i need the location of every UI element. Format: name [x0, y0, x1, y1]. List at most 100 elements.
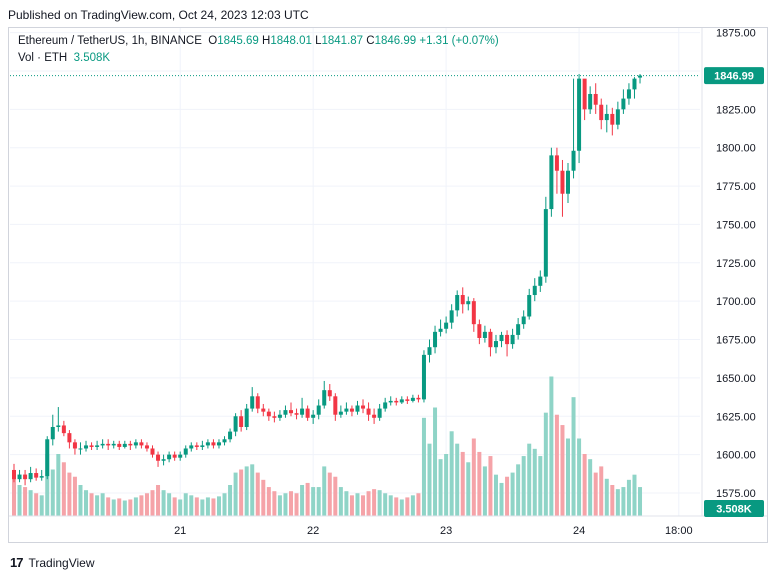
y-tick-label: 1725.00 — [716, 258, 756, 270]
volume-bar — [183, 493, 188, 516]
volume-bar — [272, 491, 277, 516]
volume-bar — [111, 499, 116, 516]
volume-bar — [289, 491, 293, 516]
volume-bar — [394, 497, 399, 516]
volume-bar — [372, 489, 377, 516]
volume-bar — [228, 485, 233, 516]
volume-bar — [311, 487, 316, 516]
y-tick-label: 1625.00 — [716, 411, 756, 423]
candle-body — [577, 78, 582, 151]
candle-body — [144, 445, 149, 449]
candle-body — [84, 445, 89, 449]
volume-bar — [361, 495, 366, 516]
volume-bar — [17, 485, 22, 516]
candle-body — [194, 445, 199, 447]
candle-body — [277, 414, 282, 418]
close-value: 1846.99 — [374, 35, 417, 47]
candle-body — [372, 414, 377, 418]
volume-bar — [577, 438, 582, 516]
volume-bar — [399, 499, 404, 516]
volume-bar — [477, 451, 482, 516]
volume-bar — [150, 490, 155, 516]
candle-body — [377, 408, 382, 418]
candle-body — [338, 411, 343, 415]
volume-bar — [516, 464, 521, 516]
volume-tag: 3.508K — [704, 500, 764, 517]
volume-bar — [471, 438, 476, 516]
candle-body — [621, 98, 626, 110]
candle-body — [17, 474, 22, 480]
candle-body — [499, 334, 504, 342]
volume-bar — [222, 493, 227, 516]
volume-bar — [615, 489, 620, 516]
ohlc-legend: Ethereum / TetherUS, 1h, BINANCE O1845.6… — [18, 35, 499, 47]
candle-body — [39, 476, 44, 478]
volume-bar — [244, 466, 249, 516]
volume-bar — [482, 466, 487, 516]
candle-body — [128, 443, 133, 446]
candle-body — [488, 331, 493, 348]
volume-bar — [449, 431, 454, 516]
open-label: O — [208, 35, 218, 47]
volume-bar — [139, 495, 144, 516]
volume-bar — [233, 472, 238, 516]
x-tick-label: 21 — [174, 525, 186, 537]
candle-body — [122, 443, 127, 447]
candle-body — [333, 396, 338, 415]
candle-body — [505, 334, 510, 345]
candle-body — [610, 113, 615, 125]
volume-bar — [23, 487, 28, 516]
high-label: H — [262, 35, 271, 47]
candle-body — [189, 445, 194, 449]
volume-bar — [45, 454, 50, 516]
y-tick-label: 1600.00 — [716, 450, 756, 462]
volume-bar — [416, 493, 421, 516]
candle-body — [604, 113, 609, 121]
candle-body — [449, 310, 454, 323]
volume-bar — [95, 495, 100, 516]
candle-body — [493, 341, 498, 348]
x-tick-label: 24 — [573, 525, 585, 537]
volume-bar — [255, 472, 260, 516]
candle-body — [100, 443, 105, 446]
candle-body — [361, 405, 366, 409]
candle-body — [222, 439, 227, 443]
volume-bar — [333, 476, 338, 516]
volume-bar — [582, 454, 587, 516]
candle-body — [571, 150, 576, 171]
volume-bar — [505, 476, 510, 516]
volume-bar — [455, 443, 460, 516]
volume-bar — [178, 499, 183, 516]
candle-body — [543, 209, 548, 277]
volume-bar — [466, 462, 471, 516]
candle-body — [183, 448, 188, 455]
candle-body — [111, 443, 116, 446]
candle-body — [45, 439, 50, 477]
candle-body — [532, 285, 537, 296]
footer: 17 TradingView — [10, 555, 95, 570]
candle-body — [34, 473, 39, 478]
y-tick-label: 1650.00 — [716, 373, 756, 385]
volume-bar — [266, 487, 271, 516]
candle-body — [510, 334, 515, 345]
candle-body — [388, 400, 393, 403]
candle-body — [255, 396, 260, 409]
volume-bar — [355, 493, 360, 516]
volume-bar — [604, 478, 609, 516]
volume-bar — [316, 487, 321, 516]
volume-bar — [189, 495, 194, 516]
candle-body — [355, 405, 360, 412]
volume-bar — [543, 412, 548, 516]
volume-bar — [12, 474, 16, 516]
candle-body — [399, 399, 404, 403]
volume-bar — [532, 448, 537, 516]
candle-body — [233, 416, 238, 432]
y-tick-label: 1825.00 — [716, 104, 756, 116]
candle-body — [316, 405, 321, 415]
volume-bar — [554, 414, 559, 516]
high-value: 1848.01 — [270, 35, 312, 47]
candle-body — [283, 410, 288, 415]
candle-body — [599, 104, 604, 121]
volume-bar — [383, 493, 388, 516]
